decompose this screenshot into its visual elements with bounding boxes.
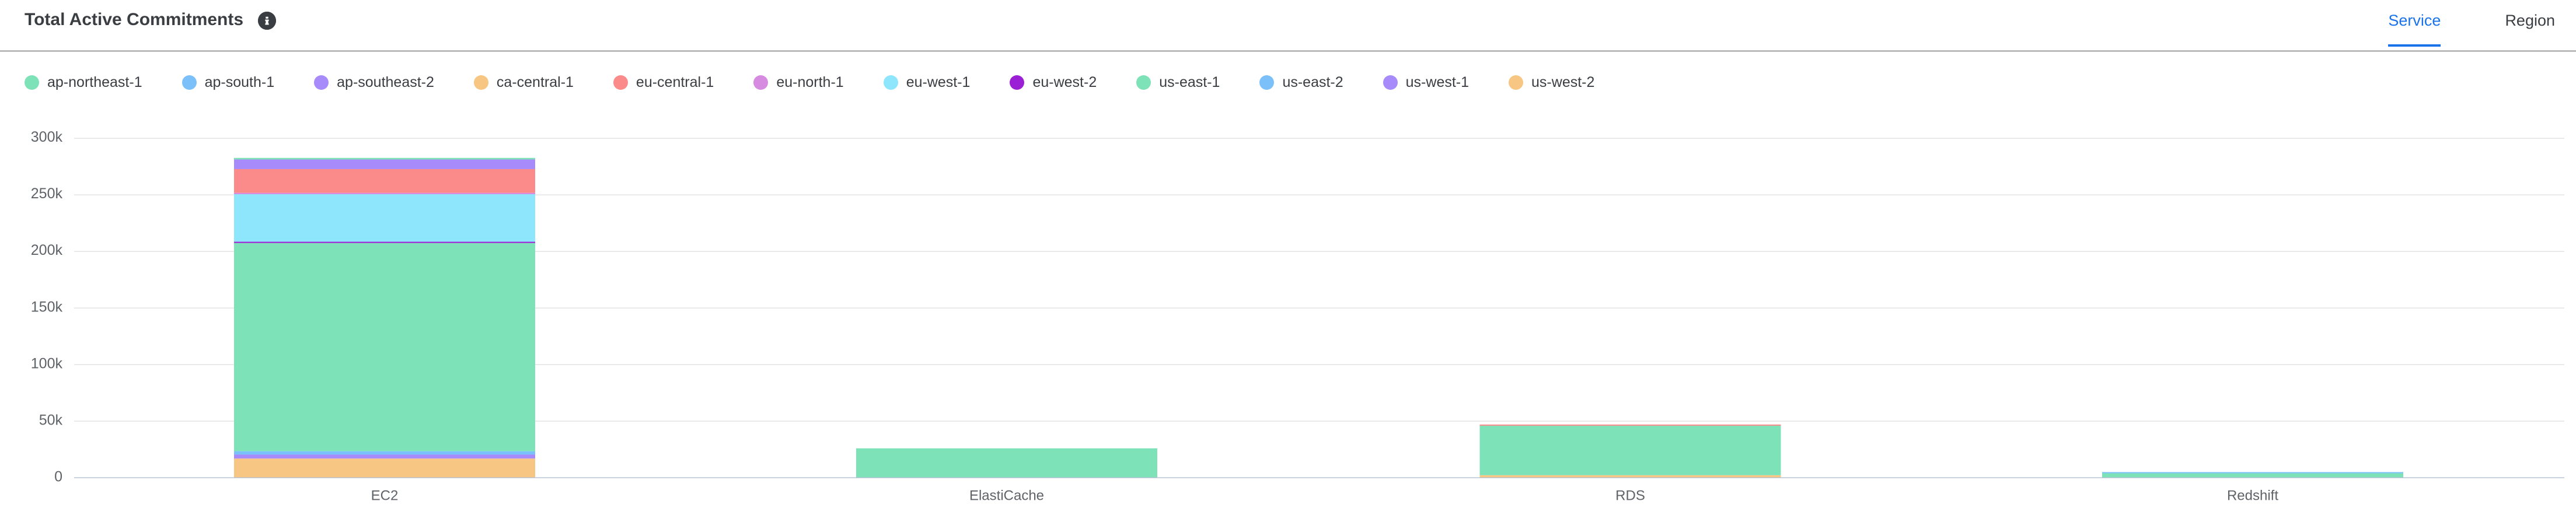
svg-text:0: 0 bbox=[54, 468, 62, 485]
svg-text:50k: 50k bbox=[39, 412, 63, 428]
svg-text:ElastiCache: ElastiCache bbox=[969, 488, 1044, 503]
svg-text:EC2: EC2 bbox=[371, 488, 399, 503]
svg-text:Redshift: Redshift bbox=[2227, 488, 2278, 503]
svg-text:RDS: RDS bbox=[1615, 488, 1645, 503]
svg-text:150k: 150k bbox=[31, 299, 63, 315]
svg-text:250k: 250k bbox=[31, 185, 63, 202]
svg-text:200k: 200k bbox=[31, 242, 63, 258]
svg-text:300k: 300k bbox=[31, 129, 63, 145]
svg-text:100k: 100k bbox=[31, 355, 63, 371]
